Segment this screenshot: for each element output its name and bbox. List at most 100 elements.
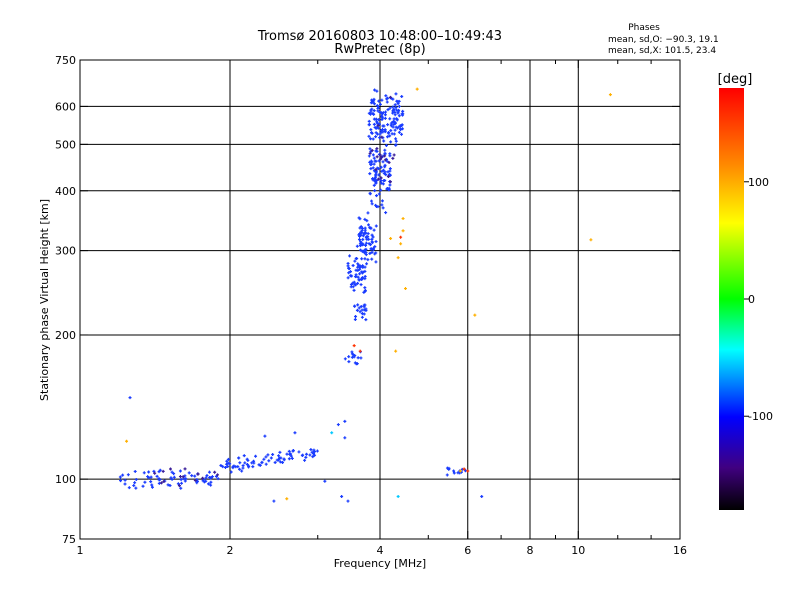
data-point <box>364 247 368 251</box>
data-point <box>399 124 403 128</box>
data-point <box>386 135 390 139</box>
data-point <box>391 105 395 109</box>
data-point <box>368 151 372 155</box>
data-point <box>238 461 242 465</box>
data-point <box>209 480 213 484</box>
data-point <box>346 276 350 280</box>
data-point <box>388 134 392 138</box>
data-point <box>127 486 131 490</box>
data-point <box>149 480 153 484</box>
data-point <box>161 469 165 473</box>
data-point <box>388 183 392 187</box>
data-point <box>367 154 371 158</box>
data-point <box>388 95 392 99</box>
data-point <box>381 182 385 186</box>
data-point <box>355 244 359 248</box>
data-point <box>179 478 183 482</box>
data-point <box>381 160 385 164</box>
data-point <box>373 245 377 249</box>
data-point <box>375 147 379 151</box>
data-point <box>375 155 379 159</box>
data-point <box>388 117 392 121</box>
data-point <box>393 103 397 107</box>
data-point <box>373 88 377 92</box>
data-point <box>356 262 360 266</box>
data-point <box>178 475 182 479</box>
data-point <box>172 472 176 476</box>
data-point <box>473 313 477 317</box>
data-point <box>313 450 317 454</box>
data-point <box>277 454 281 458</box>
data-point <box>358 349 362 353</box>
data-point <box>359 304 363 308</box>
data-point <box>273 461 277 465</box>
data-point <box>372 156 376 160</box>
data-point <box>309 448 313 452</box>
data-point <box>254 454 258 458</box>
data-point <box>330 431 334 435</box>
data-point <box>281 460 285 464</box>
data-point <box>401 127 405 131</box>
data-point <box>357 306 361 310</box>
y-tick-label: 750 <box>55 54 76 67</box>
data-point <box>180 481 184 485</box>
data-point <box>395 99 399 103</box>
data-point <box>384 94 388 98</box>
data-point <box>372 162 376 166</box>
data-point <box>141 484 145 488</box>
data-point <box>381 206 385 210</box>
data-point <box>150 485 154 489</box>
data-point <box>371 153 375 157</box>
data-point <box>377 192 381 196</box>
data-point <box>363 303 367 307</box>
data-point <box>377 159 381 163</box>
data-point <box>243 461 247 465</box>
data-point <box>152 469 156 473</box>
data-point <box>376 109 380 113</box>
data-point <box>360 312 364 316</box>
data-point <box>289 454 293 458</box>
data-point <box>466 469 470 473</box>
data-point <box>241 464 245 468</box>
data-point <box>363 217 367 221</box>
data-point <box>123 478 127 482</box>
data-point <box>386 170 390 174</box>
data-point <box>153 471 157 475</box>
data-point <box>362 305 366 309</box>
data-point <box>272 499 276 503</box>
data-point <box>240 469 244 473</box>
legend-line1: mean, sd,O: −90.3, 19.1 <box>608 35 719 45</box>
data-point <box>380 155 384 159</box>
data-point <box>357 278 361 282</box>
data-point <box>379 188 383 192</box>
data-point <box>372 183 376 187</box>
data-point <box>368 172 372 176</box>
x-tick-label: 16 <box>673 544 687 557</box>
data-point <box>245 457 249 461</box>
data-point <box>210 475 214 479</box>
data-point <box>389 129 393 133</box>
data-point <box>300 454 304 458</box>
colorbar-tick-label: 100 <box>748 176 769 189</box>
data-point <box>195 479 199 483</box>
data-point <box>359 356 363 360</box>
data-point <box>371 235 375 239</box>
data-point <box>392 153 396 157</box>
data-point <box>385 159 389 163</box>
data-point <box>128 396 132 400</box>
data-point <box>386 123 390 127</box>
data-point <box>393 121 397 125</box>
data-point <box>162 480 166 484</box>
data-point <box>134 478 138 482</box>
data-point <box>384 110 388 114</box>
data-point <box>207 470 211 474</box>
data-point <box>209 483 213 487</box>
data-point <box>216 473 220 477</box>
data-point <box>267 459 271 463</box>
colorbar-tick-label: 0 <box>748 293 755 306</box>
data-point <box>351 285 355 289</box>
data-point <box>396 110 400 114</box>
data-point <box>375 149 379 153</box>
data-point <box>352 288 356 292</box>
data-point <box>368 191 372 195</box>
